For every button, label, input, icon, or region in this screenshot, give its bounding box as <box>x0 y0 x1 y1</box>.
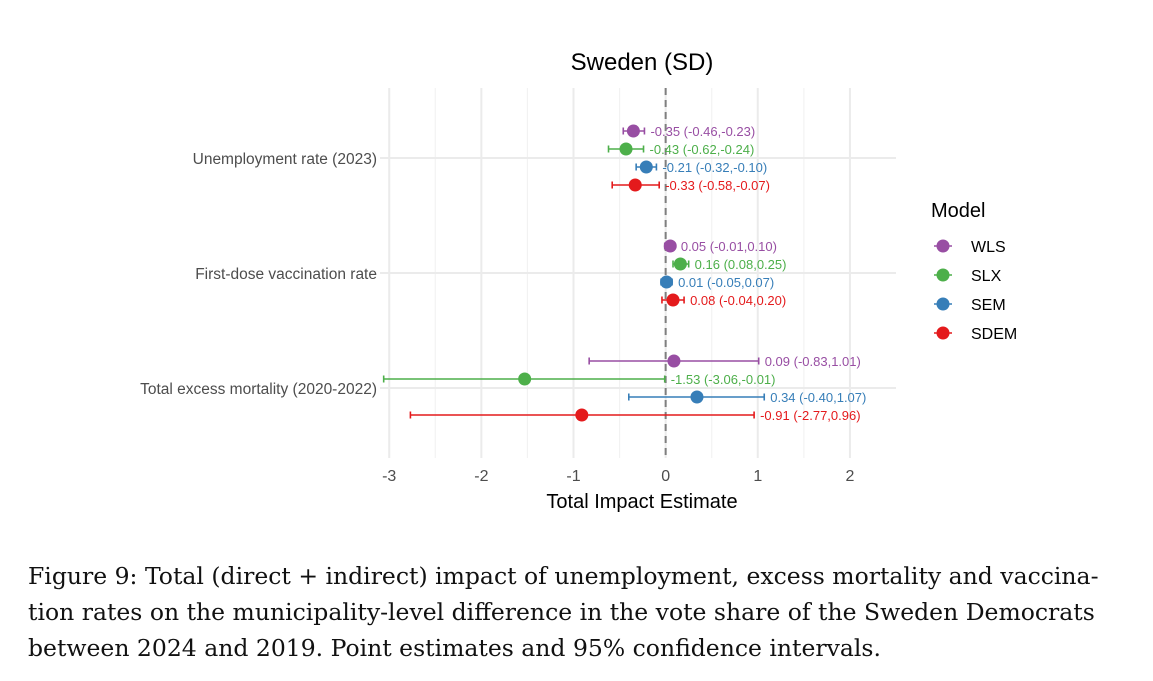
legend-key-point <box>936 326 950 340</box>
x-tick-label: -1 <box>566 468 580 485</box>
legend-label: SDEM <box>971 326 1017 343</box>
y-tick-label: First-dose vaccination rate <box>195 266 377 283</box>
legend-key-point <box>936 297 950 311</box>
x-tick-label: 2 <box>845 468 854 485</box>
legend-label: SEM <box>971 297 1006 314</box>
data-label: -0.91 (-2.77,0.96) <box>760 408 860 423</box>
data-label: -1.53 (-3.06,-0.01) <box>671 372 776 387</box>
point-estimate <box>690 390 704 404</box>
y-tick-label: Unemployment rate (2023) <box>193 151 377 168</box>
x-tick-label: 1 <box>753 468 762 485</box>
figure-caption: Figure 9: Total (direct + indirect) impa… <box>28 558 1128 666</box>
data-label: 0.05 (-0.01,0.10) <box>681 239 777 254</box>
legend-key-point <box>936 268 950 282</box>
x-axis-title: Total Impact Estimate <box>546 491 737 513</box>
point-estimate <box>663 239 677 253</box>
data-label: 0.08 (-0.04,0.20) <box>690 293 786 308</box>
data-label: -0.43 (-0.62,-0.24) <box>650 142 755 157</box>
x-tick-label: 0 <box>661 468 670 485</box>
point-estimate <box>667 354 681 368</box>
legend-title: Model <box>931 200 985 222</box>
caption-line: tion rates on the municipality-level dif… <box>28 598 1095 626</box>
point-estimate <box>660 275 674 289</box>
point-estimate <box>518 372 532 386</box>
point-estimate <box>626 124 640 138</box>
data-label: 0.16 (0.08,0.25) <box>695 257 787 272</box>
y-tick-label: Total excess mortality (2020-2022) <box>140 381 377 398</box>
caption-line: Figure 9: Total (direct + indirect) impa… <box>28 562 1099 590</box>
x-tick-label: -2 <box>474 468 488 485</box>
point-estimate <box>666 293 680 307</box>
chart-title: Sweden (SD) <box>571 49 714 76</box>
data-label: -0.21 (-0.32,-0.10) <box>662 160 767 175</box>
point-estimate <box>628 178 642 192</box>
forest-plot-chart: -0.35 (-0.46,-0.23) 0.05 (-0.01,0.10) 0.09… <box>140 49 1017 513</box>
point-estimate <box>575 408 589 422</box>
legend-label: WLS <box>971 239 1006 256</box>
x-tick-label: -3 <box>382 468 396 485</box>
caption-line: between 2024 and 2019. Point estimates a… <box>28 634 881 662</box>
legend-key-point <box>936 239 950 253</box>
data-label: -0.35 (-0.46,-0.23) <box>650 124 755 139</box>
point-estimate <box>619 142 633 156</box>
legend-label: SLX <box>971 268 1002 285</box>
data-label: -0.33 (-0.58,-0.07) <box>665 178 770 193</box>
data-label: 0.01 (-0.05,0.07) <box>678 275 774 290</box>
data-label: 0.09 (-0.83,1.01) <box>765 354 861 369</box>
point-estimate <box>639 160 653 174</box>
data-label: 0.34 (-0.40,1.07) <box>770 390 866 405</box>
point-estimate <box>673 257 687 271</box>
